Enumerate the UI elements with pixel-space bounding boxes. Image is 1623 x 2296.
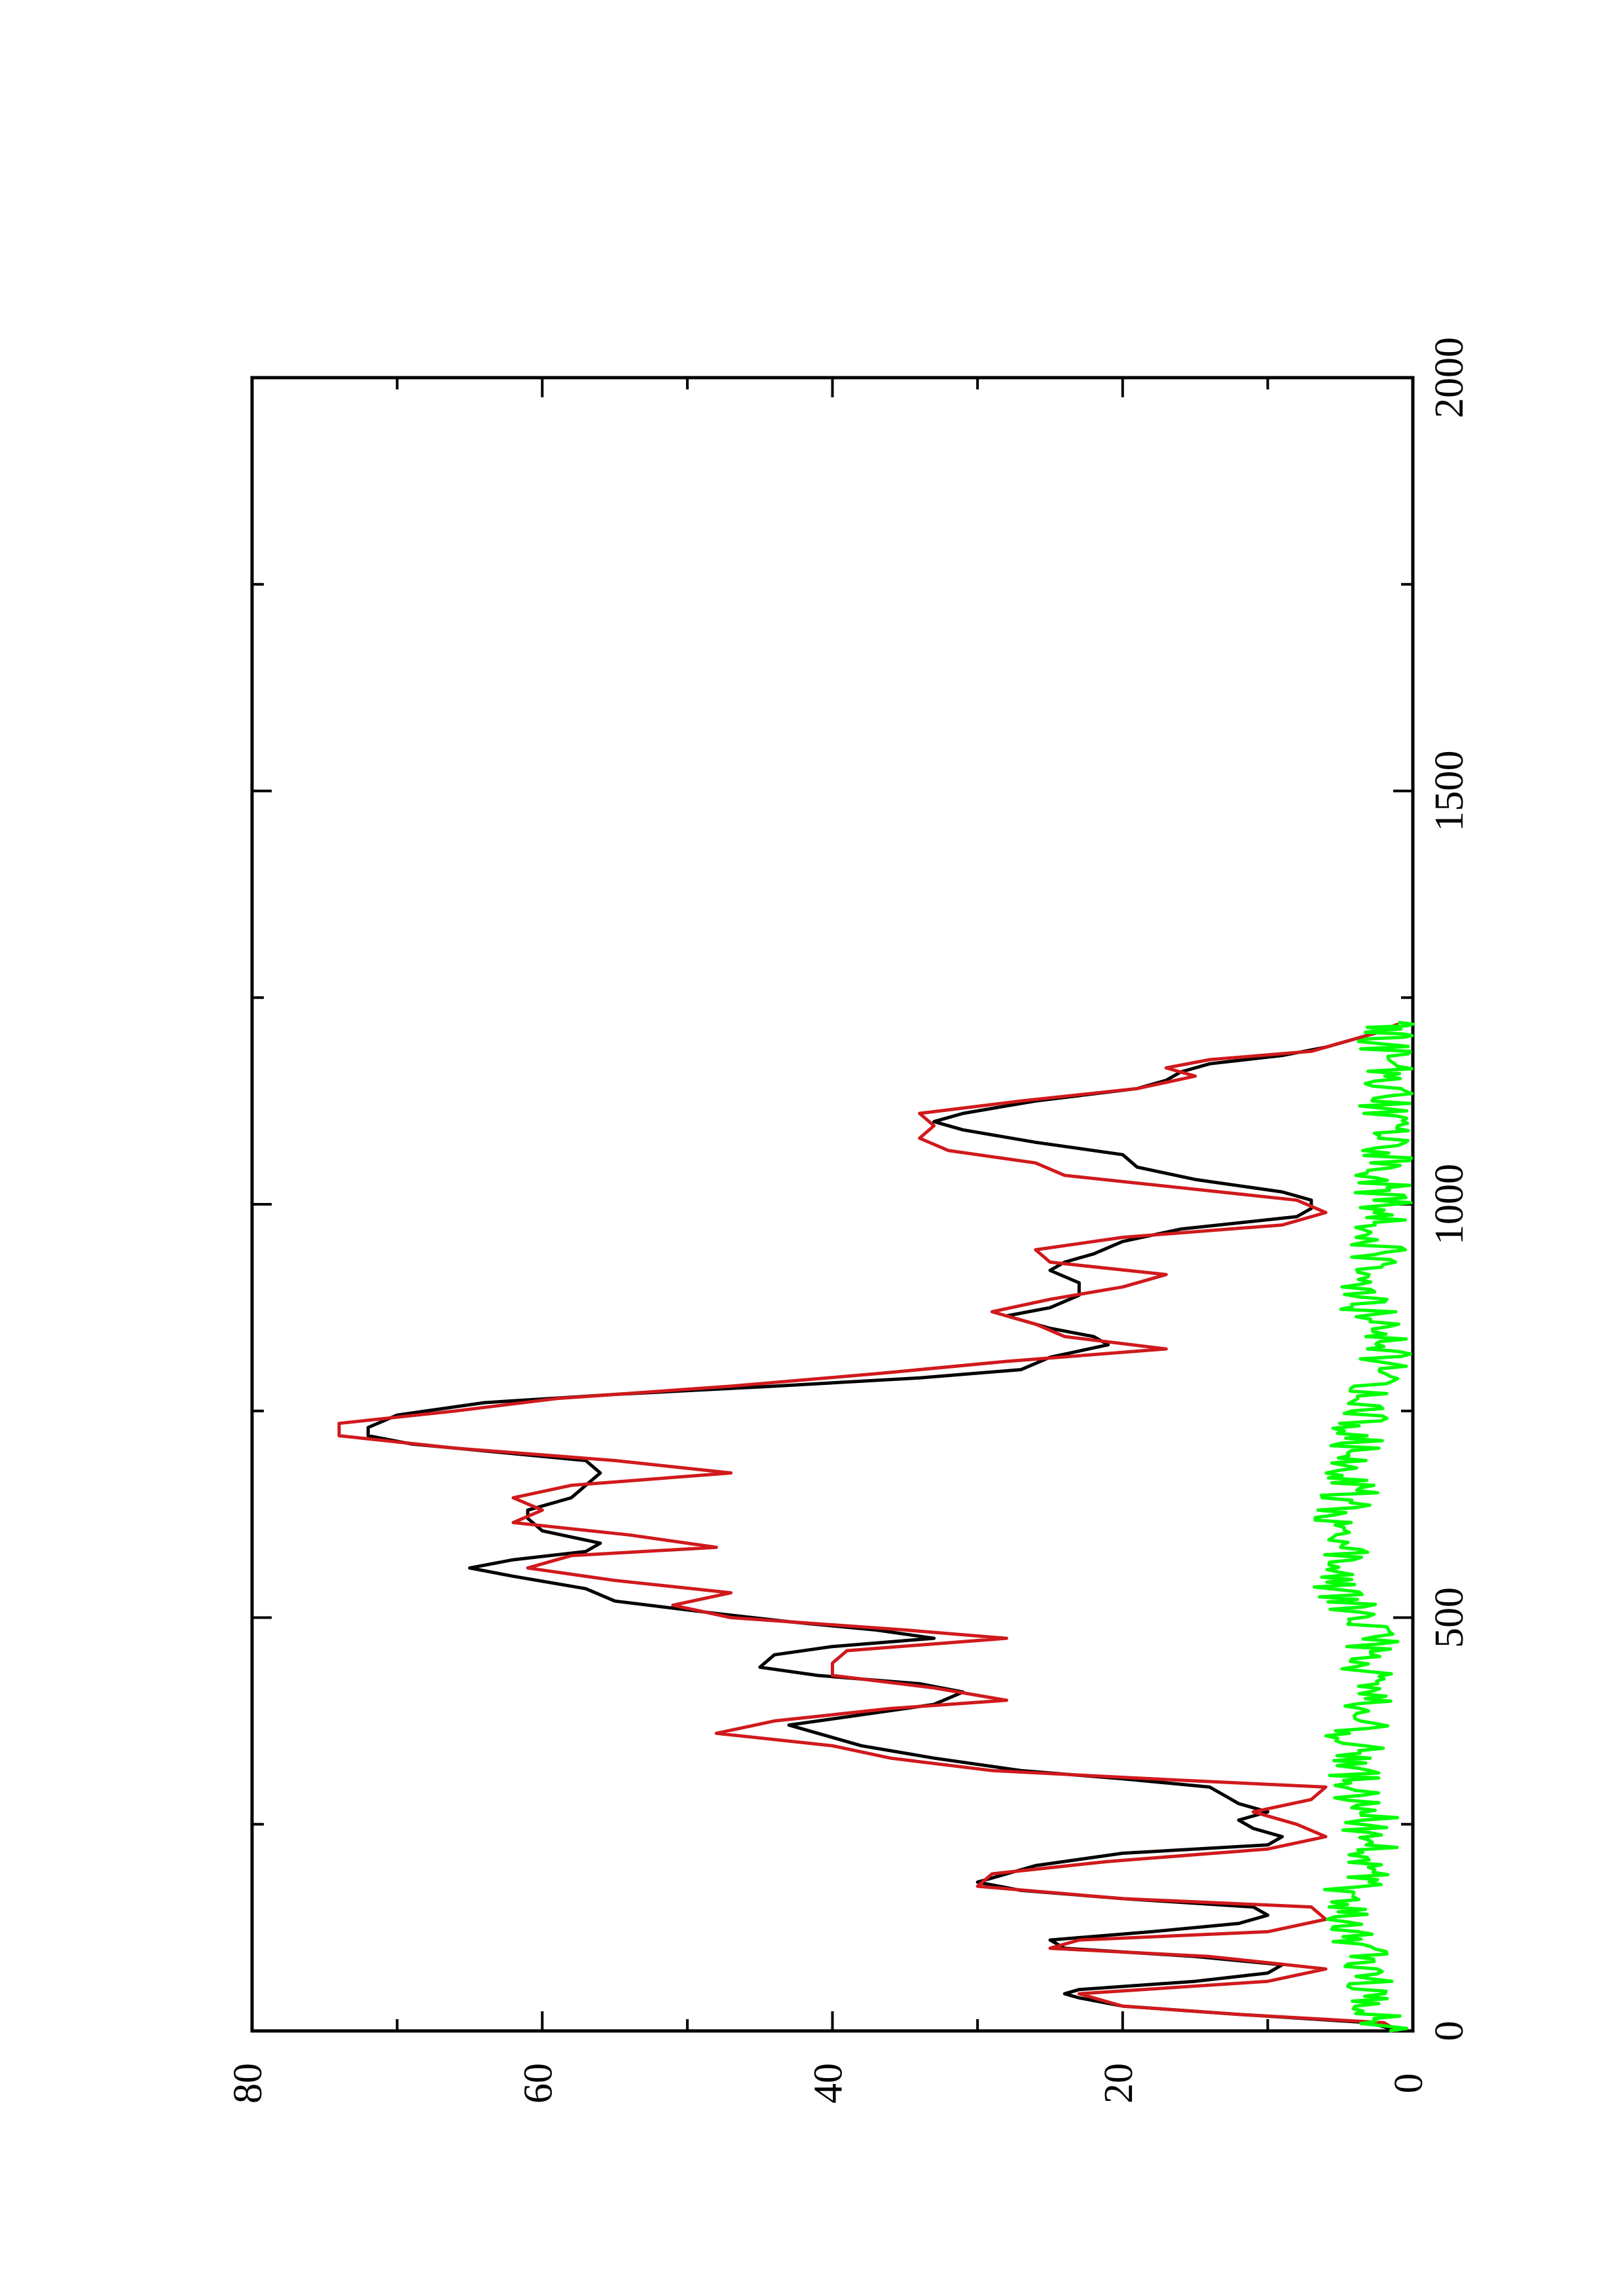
x-tick-label: 1000 <box>1427 1164 1472 1245</box>
y-tick-label: 40 <box>807 2063 851 2104</box>
axis-tick-labels: 0 500 1000 1500 2000 0 20 40 60 80 <box>226 337 1472 2104</box>
x-tick-label: 1500 <box>1427 751 1472 832</box>
x-tick-label: 0 <box>1427 2021 1472 2041</box>
x-tick-label: 500 <box>1427 1587 1472 1648</box>
y-tick-label: 0 <box>1387 2073 1431 2094</box>
axis-ticks <box>251 376 1414 2032</box>
data-series <box>337 1020 1415 2033</box>
x-tick-label: 2000 <box>1427 337 1472 418</box>
series-line-2 <box>1312 1020 1415 2033</box>
y-tick-label: 60 <box>516 2063 560 2104</box>
series-line-0 <box>366 1022 1399 2033</box>
series-line-1 <box>337 1022 1400 2033</box>
y-tick-label: 80 <box>226 2063 270 2104</box>
y-tick-label: 20 <box>1097 2063 1141 2104</box>
